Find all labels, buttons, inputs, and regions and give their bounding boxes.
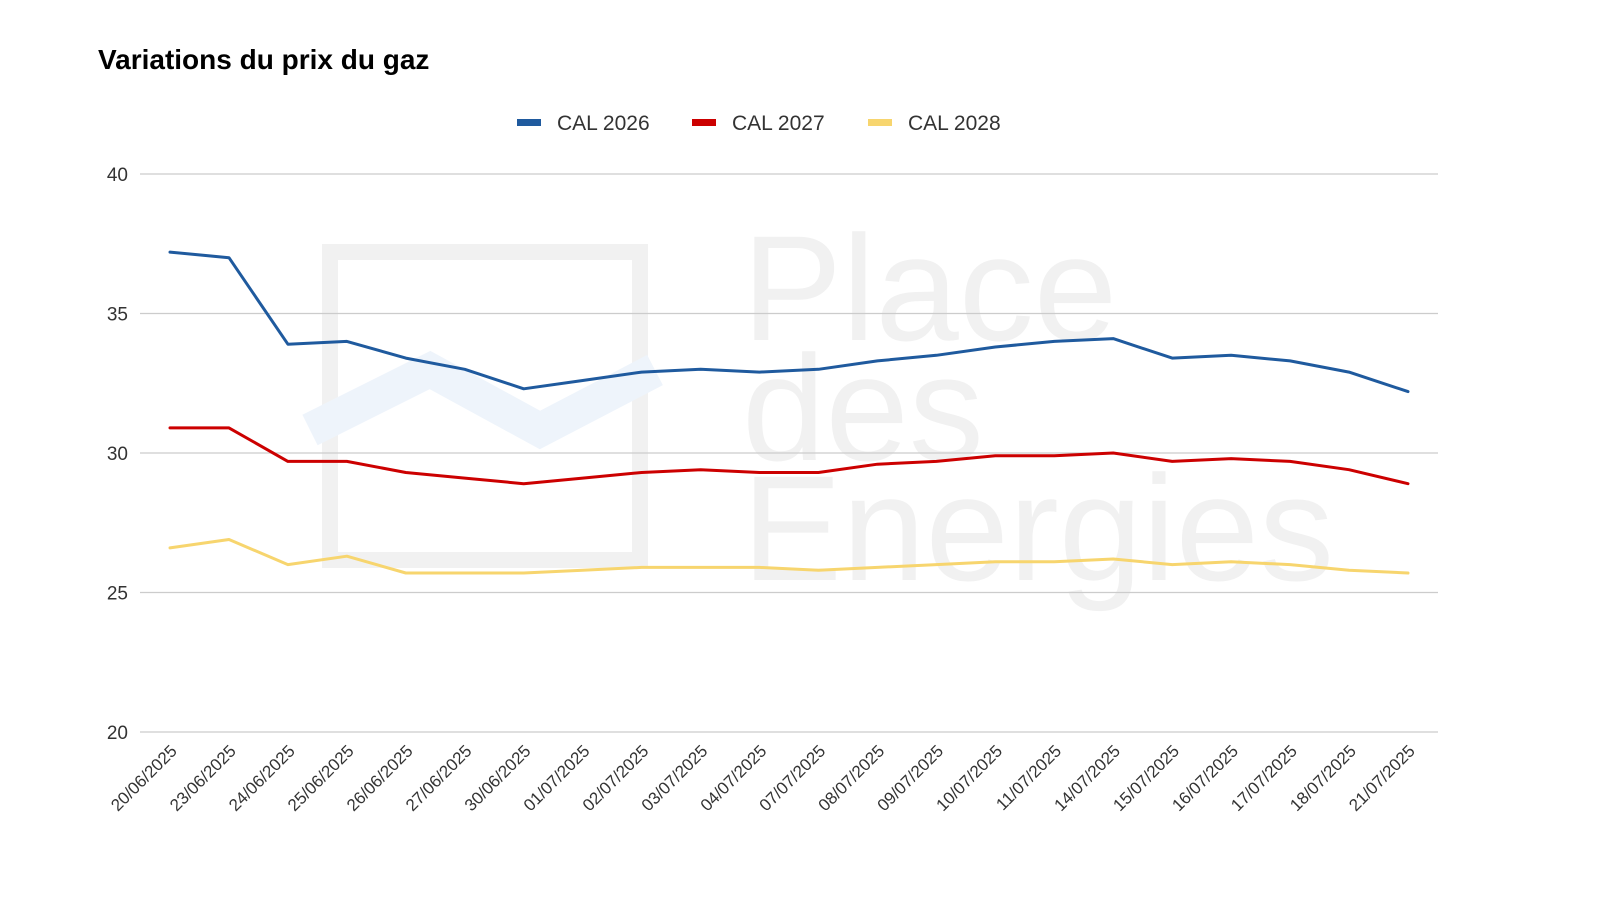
- legend-label: CAL 2028: [908, 112, 1001, 135]
- grid: [140, 173, 1438, 733]
- legend-swatch: [692, 119, 716, 126]
- series-line-cal-2027: [168, 426, 1410, 486]
- y-tick-label: 35: [107, 305, 128, 326]
- watermark-line-3: Energies: [742, 444, 1334, 612]
- legend: CAL 2026 CAL 2027 CAL 2028: [517, 112, 1001, 135]
- legend-label: CAL 2026: [557, 112, 650, 135]
- y-axis: 20 25 30 35 40: [107, 165, 128, 744]
- watermark-line-2: des: [742, 324, 984, 492]
- watermark: Place des Energies: [302, 204, 1334, 612]
- y-tick-label: 40: [107, 165, 128, 186]
- legend-swatch: [517, 119, 541, 126]
- legend-label: CAL 2027: [732, 112, 825, 135]
- legend-swatch: [868, 119, 892, 126]
- chart-title: Variations du prix du gaz: [98, 44, 430, 75]
- y-tick-label: 20: [107, 723, 128, 744]
- x-axis: 20/06/202523/06/202524/06/202525/06/2025…: [107, 741, 1419, 815]
- series-line-cal-2028: [168, 538, 1410, 575]
- watermark-logo-frame: [322, 244, 648, 568]
- series-line-cal-2026: [168, 250, 1410, 394]
- watermark-logo-chevron: [302, 350, 663, 450]
- series-lines: [168, 250, 1410, 575]
- watermark-line-1: Place: [742, 204, 1117, 372]
- y-tick-label: 30: [107, 444, 128, 465]
- y-tick-label: 25: [107, 584, 128, 605]
